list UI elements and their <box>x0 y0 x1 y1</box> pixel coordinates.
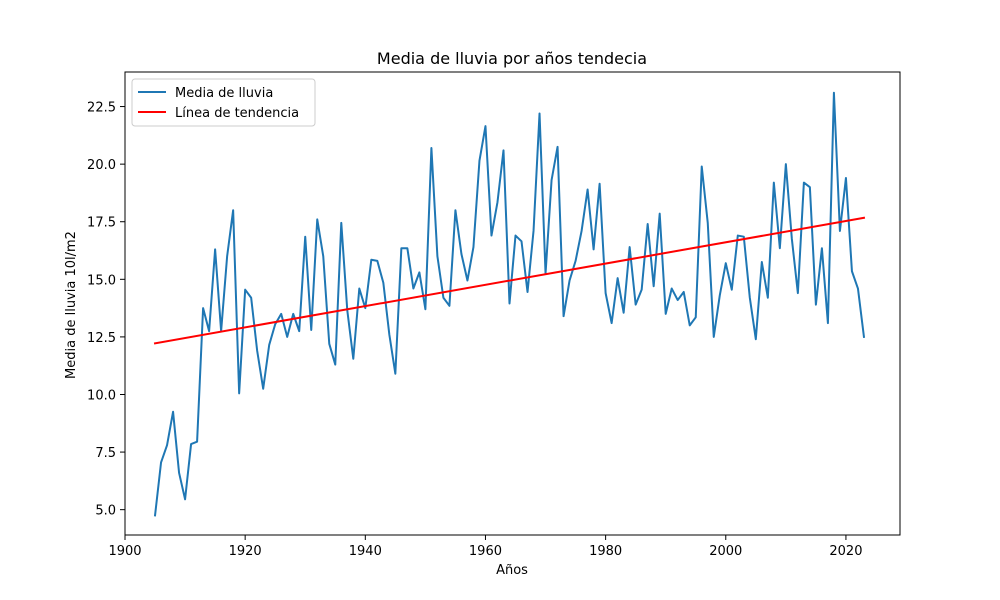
y-tick-label: 10.0 <box>87 388 116 403</box>
series-line-1 <box>153 91 866 517</box>
y-tick-label: 7.5 <box>95 446 116 461</box>
y-axis: 5.0 7.5 10.0 12.5 15.0 17.5 20.0 22.5 <box>87 101 125 519</box>
x-tick-label: 1940 <box>349 544 382 559</box>
chart-title: Media de lluvia por años tendecia <box>377 49 647 68</box>
legend-label-2: Línea de tendencia <box>175 106 299 121</box>
legend: Media de lluvia Línea de tendencia <box>131 78 316 127</box>
y-tick-label: 15.0 <box>87 273 116 288</box>
x-tick-label: 1980 <box>589 544 622 559</box>
x-tick-label: 2000 <box>709 544 742 559</box>
x-axis-label: Años <box>496 563 528 578</box>
legend-box <box>131 78 316 127</box>
y-axis-label: Media de lluvia 10l/m2 <box>64 231 79 379</box>
plot-frame <box>124 71 901 536</box>
x-tick-label: 2020 <box>829 544 862 559</box>
legend-label-1: Media de lluvia <box>175 86 273 101</box>
y-tick-label: 20.0 <box>87 158 116 173</box>
series-line-2 <box>153 216 866 345</box>
x-tick-label: 1900 <box>108 544 141 559</box>
y-tick-label: 17.5 <box>87 216 116 231</box>
y-tick-label: 5.0 <box>95 504 116 519</box>
x-tick-label: 1960 <box>469 544 502 559</box>
y-tick-label: 22.5 <box>87 101 116 116</box>
x-axis: 1900 1920 1940 1960 1980 2000 2020 <box>108 535 862 559</box>
plot-area <box>124 71 901 536</box>
x-tick-label: 1920 <box>229 544 262 559</box>
y-tick-label: 12.5 <box>87 331 116 346</box>
